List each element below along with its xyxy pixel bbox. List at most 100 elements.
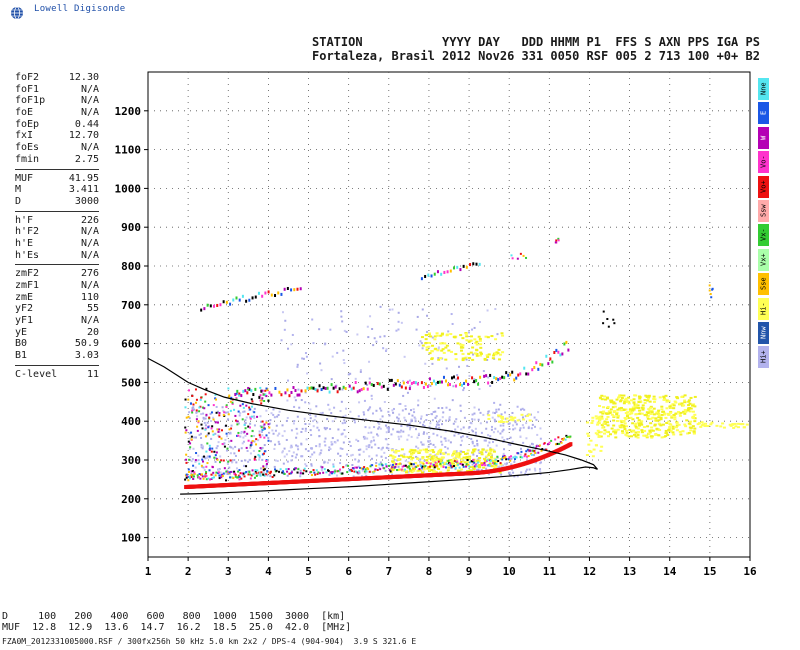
echo-point bbox=[549, 357, 552, 361]
param-separator bbox=[15, 264, 99, 266]
echo-point bbox=[227, 387, 230, 390]
echo-point bbox=[260, 420, 263, 423]
echo-point bbox=[287, 468, 290, 471]
echo-point bbox=[467, 352, 471, 355]
echo-point bbox=[643, 401, 647, 404]
echo-point bbox=[259, 386, 262, 389]
echo-point bbox=[432, 456, 436, 459]
echo-point bbox=[403, 464, 406, 467]
echo-point bbox=[446, 447, 449, 450]
echo-point bbox=[330, 471, 333, 474]
echo-point bbox=[528, 419, 532, 422]
param-row: B1 3.03 bbox=[15, 350, 99, 362]
echo-point bbox=[345, 330, 348, 333]
echo-point bbox=[401, 469, 405, 472]
echo-point bbox=[650, 411, 654, 414]
echo-point bbox=[288, 394, 291, 398]
echo-point bbox=[678, 402, 682, 405]
echo-point bbox=[481, 464, 484, 467]
echo-point bbox=[499, 462, 502, 465]
echo-point bbox=[423, 466, 426, 469]
echo-point bbox=[391, 409, 394, 412]
echo-point bbox=[217, 471, 220, 474]
echo-point bbox=[398, 413, 401, 416]
echo-point bbox=[660, 408, 664, 411]
echo-point bbox=[466, 470, 470, 473]
echo-point bbox=[406, 438, 409, 441]
echo-point bbox=[301, 455, 304, 458]
echo-point bbox=[276, 434, 279, 437]
echo-point bbox=[488, 464, 491, 467]
echo-point bbox=[442, 351, 446, 354]
echo-point bbox=[734, 425, 738, 428]
echo-point bbox=[204, 435, 207, 438]
echo-point bbox=[495, 410, 498, 413]
echo-point bbox=[204, 457, 207, 460]
echo-point bbox=[653, 398, 657, 401]
echo-point bbox=[364, 468, 367, 471]
echo-point bbox=[437, 357, 440, 360]
echo-point bbox=[459, 404, 462, 407]
echo-point bbox=[602, 322, 605, 325]
echo-point bbox=[397, 458, 401, 461]
echo-point bbox=[463, 461, 467, 464]
echo-point bbox=[467, 340, 471, 343]
echo-point bbox=[408, 465, 411, 468]
echo-point bbox=[202, 460, 205, 463]
echo-point bbox=[517, 373, 520, 377]
echo-point bbox=[586, 421, 590, 424]
echo-point bbox=[479, 351, 483, 354]
echo-point bbox=[607, 410, 611, 413]
echo-point bbox=[671, 427, 675, 430]
echo-point bbox=[711, 288, 714, 291]
echo-point bbox=[184, 406, 187, 409]
echo-point bbox=[228, 471, 231, 474]
echo-point bbox=[251, 296, 254, 300]
echo-point bbox=[370, 397, 373, 400]
echo-point bbox=[494, 352, 498, 355]
echo-point bbox=[525, 468, 528, 471]
echo-point bbox=[680, 402, 684, 405]
echo-point bbox=[445, 419, 448, 422]
echo-point bbox=[210, 473, 213, 476]
echo-point bbox=[401, 409, 404, 412]
echo-point bbox=[219, 455, 222, 458]
echo-point bbox=[301, 427, 304, 430]
param-row: yF1 N/A bbox=[15, 315, 99, 327]
echo-point bbox=[358, 453, 361, 456]
echo-point bbox=[471, 328, 474, 331]
echo-point bbox=[230, 427, 233, 430]
echo-point bbox=[614, 436, 618, 439]
echo-point bbox=[426, 467, 430, 470]
echo-point bbox=[623, 417, 627, 420]
echo-point bbox=[415, 445, 418, 448]
echo-point bbox=[188, 475, 191, 478]
echo-point bbox=[540, 449, 543, 452]
echo-point bbox=[362, 411, 365, 414]
echo-point bbox=[318, 443, 321, 446]
echo-point bbox=[331, 437, 334, 440]
echo-point bbox=[682, 410, 686, 413]
legend-item: Nnw bbox=[758, 321, 769, 344]
echo-point bbox=[396, 469, 399, 472]
echo-point bbox=[441, 423, 444, 426]
echo-point bbox=[509, 373, 512, 377]
legend-item: Vx- bbox=[758, 224, 769, 247]
echo-point bbox=[234, 475, 237, 478]
echo-point bbox=[438, 426, 441, 429]
echo-point bbox=[448, 419, 451, 422]
echo-point bbox=[339, 471, 342, 474]
echo-point bbox=[233, 408, 236, 411]
echo-point bbox=[225, 300, 228, 304]
echo-point bbox=[375, 464, 378, 467]
echo-point bbox=[400, 448, 404, 451]
echo-point bbox=[487, 473, 490, 476]
echo-point bbox=[416, 382, 419, 386]
echo-point bbox=[372, 383, 375, 387]
echo-point bbox=[213, 456, 216, 459]
echo-point bbox=[662, 410, 666, 413]
echo-point bbox=[222, 414, 225, 417]
echo-point bbox=[745, 423, 749, 426]
echo-point bbox=[350, 468, 353, 471]
param-value: 55 bbox=[86, 303, 99, 315]
